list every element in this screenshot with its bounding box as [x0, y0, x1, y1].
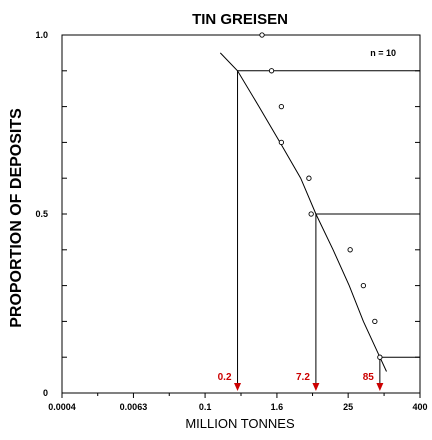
data-point	[268, 68, 275, 74]
x-tick-label: 0.0004	[48, 402, 76, 412]
percentile-label: 0.2	[218, 372, 232, 383]
percentile-arrow	[312, 383, 320, 391]
data-point	[278, 139, 285, 146]
data-point	[259, 32, 265, 38]
x-tick-label: 1.6	[271, 402, 284, 412]
percentile-label: 85	[363, 372, 375, 383]
y-tick-label: 0.5	[35, 209, 48, 219]
x-tick-label: 0.0063	[120, 402, 148, 412]
chart-title: TIN GREISEN	[192, 11, 288, 28]
percentile-label: 7.2	[296, 372, 310, 383]
x-tick-label: 25	[343, 402, 353, 412]
data-point	[306, 175, 312, 181]
percentile-arrow	[376, 383, 384, 391]
data-point	[347, 247, 353, 253]
data-point	[372, 318, 378, 325]
data-point	[360, 282, 367, 289]
sample-count: n = 10	[370, 48, 396, 58]
data-point	[377, 354, 383, 360]
fitted-curve	[219, 52, 387, 372]
plot-area: 0.0004 0.0063 0.1 1.6 25 400 0 0.5 1.0 0.2 7.2 85	[35, 30, 427, 412]
data-point	[308, 211, 314, 217]
y-tick-label: 0	[43, 388, 48, 398]
data-point	[278, 103, 285, 110]
percentile-arrow	[234, 383, 242, 391]
x-axis-title: MILLION TONNES	[185, 416, 295, 431]
y-axis-title: PROPORTION OF DEPOSITS	[8, 108, 25, 328]
x-tick-label: 0.1	[199, 402, 212, 412]
x-tick-label: 400	[412, 402, 427, 412]
y-tick-label: 1.0	[35, 30, 48, 40]
